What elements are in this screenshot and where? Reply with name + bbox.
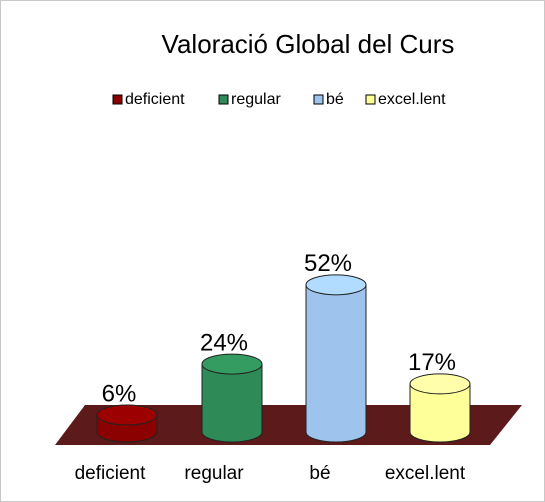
cylinder — [201, 353, 263, 443]
x-tick-label: bé — [309, 463, 330, 484]
legend-label: excel.lent — [378, 91, 446, 108]
cylinder — [96, 404, 158, 443]
legend-label: bé — [326, 91, 344, 108]
cylinder — [409, 373, 471, 443]
bar — [305, 284, 367, 443]
chart-title: Valoració Global del Curs — [162, 29, 455, 59]
x-tick-label: excel.lent — [385, 463, 466, 484]
legend-swatch — [218, 94, 229, 105]
bar — [201, 363, 263, 443]
legend-label: regular — [231, 91, 281, 108]
x-tick-label: regular — [184, 463, 244, 484]
cylinder — [305, 274, 367, 443]
bar-top — [96, 404, 158, 426]
x-tick-label: deficient — [75, 463, 146, 484]
bar-top — [305, 274, 367, 296]
value-label: 52% — [304, 250, 352, 277]
legend-label: deficient — [125, 91, 185, 108]
bar-top — [409, 373, 471, 395]
legend-swatch — [112, 94, 123, 105]
floor — [55, 405, 522, 445]
legend-swatch — [313, 94, 324, 105]
legend-swatch — [365, 94, 376, 105]
value-label: 17% — [408, 349, 456, 376]
bar — [409, 383, 471, 443]
bar-top — [201, 353, 263, 375]
value-label: 24% — [200, 329, 248, 356]
value-label: 6% — [102, 380, 137, 407]
